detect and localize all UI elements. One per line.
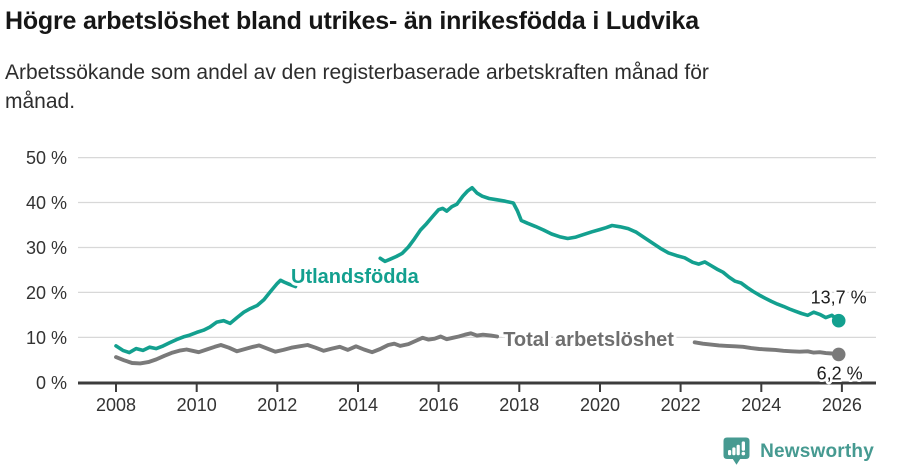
exclamation-icon-bar [741, 441, 746, 451]
y-axis-label: 40 % [26, 193, 67, 213]
y-axis-label: 20 % [26, 283, 67, 303]
series-line-utlandsfodda [114, 278, 298, 355]
exclamation-icon-dot [741, 451, 746, 456]
newsworthy-logo-icon [723, 437, 750, 465]
x-axis-label: 2010 [177, 395, 217, 415]
x-axis-label: 2020 [580, 395, 620, 415]
series-line-total [692, 340, 841, 357]
x-axis-label: 2016 [419, 395, 459, 415]
x-axis-label: 2022 [661, 395, 701, 415]
chart-subtitle: Arbetssökande som andel av den registerb… [5, 61, 709, 113]
y-axis-label: 0 % [36, 373, 67, 393]
series-line-utlandsfodda [378, 185, 841, 323]
x-axis-label: 2008 [96, 395, 136, 415]
series-name-label: Utlandsfödda [291, 266, 420, 288]
y-axis-label: 10 % [26, 328, 67, 348]
series-name-label: Total arbetslöshet [503, 329, 674, 351]
x-axis-label: 2014 [338, 395, 378, 415]
x-axis-label: 2024 [741, 395, 781, 415]
series-end-value-label: 13,7 % [811, 288, 867, 308]
series-end-dot [831, 313, 846, 328]
x-axis-label: 2018 [499, 395, 539, 415]
y-axis-label: 30 % [26, 238, 67, 258]
bar-icon-large [736, 444, 740, 456]
x-axis-label: 2026 [822, 395, 862, 415]
newsworthy-attribution: Newsworthy [723, 437, 874, 467]
bar-icon-medium [732, 447, 736, 456]
newsworthy-wordmark: Newsworthy [760, 441, 874, 462]
chart-header: Högre arbetslöshet bland utrikes- än inr… [5, 4, 750, 116]
chart-title: Högre arbetslöshet bland utrikes- än inr… [5, 7, 699, 35]
y-axis-label: 50 % [26, 148, 67, 168]
series-end-dot [831, 347, 846, 362]
x-axis-label: 2012 [257, 395, 297, 415]
series-end-value-label: 6,2 % [817, 363, 863, 383]
bar-icon-small [728, 450, 732, 456]
series-line-total [114, 331, 500, 366]
